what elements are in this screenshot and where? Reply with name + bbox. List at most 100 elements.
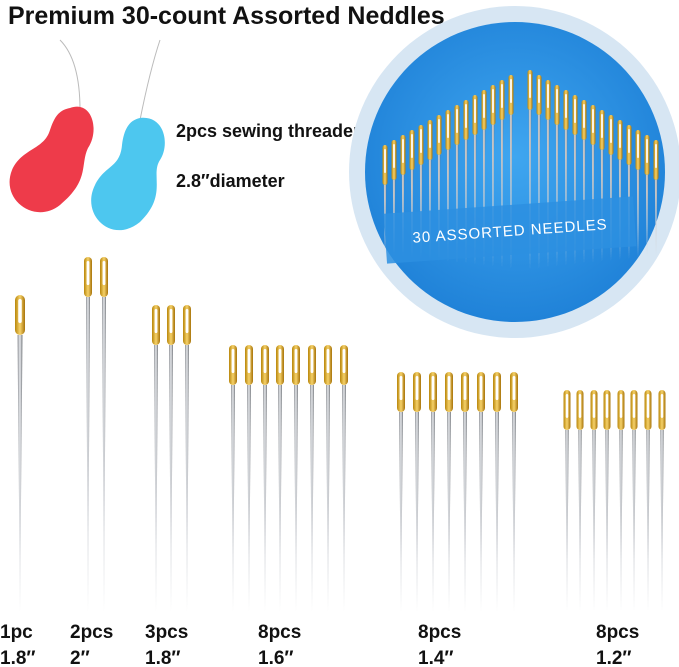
needle-shaft: [399, 412, 403, 612]
needle-shaft: [500, 120, 504, 268]
needle-shaft: [185, 345, 189, 612]
needle-hole: [547, 84, 549, 108]
needle-hole: [574, 99, 576, 123]
needle-hole: [592, 109, 594, 133]
needle-hole: [420, 129, 422, 153]
needle-hole: [637, 134, 639, 158]
needle-shaft: [428, 160, 432, 260]
needle-hole: [632, 394, 636, 418]
needle-shaft: [263, 385, 267, 612]
needle-hole: [660, 394, 664, 418]
needle-hole: [447, 376, 451, 400]
needle-hole: [605, 394, 609, 418]
threader-label: 2pcs sewing threaders: [176, 121, 370, 141]
group-length: 1.2″: [596, 648, 632, 667]
needle-shaft: [455, 145, 459, 263]
needle-shaft: [102, 297, 106, 612]
needle-hole: [465, 104, 467, 128]
group-length: 1.4″: [418, 648, 454, 667]
needle-hole: [393, 144, 395, 168]
needle-hole: [278, 349, 282, 373]
needle-shaft: [578, 430, 582, 612]
needle-hole: [402, 139, 404, 163]
needle-shaft: [464, 140, 468, 264]
group-count: 8pcs: [418, 622, 461, 643]
needle-shaft: [342, 385, 346, 612]
needle-case: 30 ASSORTED NEEDLES: [349, 6, 679, 338]
threader-wire: [59, 39, 81, 111]
needle-hole: [592, 394, 596, 418]
needle-hole: [512, 376, 516, 400]
needle-shaft: [473, 135, 477, 265]
needle-hole: [578, 394, 582, 418]
needle-hole: [565, 94, 567, 118]
needle-shaft: [463, 412, 467, 612]
needle-hole: [231, 349, 235, 373]
group-count: 3pcs: [145, 622, 188, 643]
needle-shaft: [278, 385, 282, 612]
needle-hole: [483, 94, 485, 118]
needle-hole: [447, 114, 449, 138]
group-count: 1pc: [0, 622, 33, 643]
needle-shaft: [431, 412, 435, 612]
needle-shaft: [646, 430, 650, 612]
needle-shaft: [632, 430, 636, 612]
needle-hole: [479, 376, 483, 400]
needle-shaft: [326, 385, 330, 612]
needle-shaft: [482, 130, 486, 266]
needle-hole: [185, 309, 189, 333]
group-length: 1.6″: [258, 648, 294, 667]
needle-shaft: [592, 430, 596, 612]
needle-shaft: [528, 110, 532, 270]
group-count: 8pcs: [258, 622, 301, 643]
needle-hole: [501, 84, 503, 108]
needle-hole: [601, 114, 603, 138]
needle-shaft: [565, 430, 569, 612]
case-band: [383, 196, 637, 264]
needle-hole: [102, 261, 106, 285]
needle-shaft: [512, 412, 516, 612]
needle-hole: [154, 309, 158, 333]
needle-hole: [619, 394, 623, 418]
needle-hole: [456, 109, 458, 133]
needle-shaft: [479, 412, 483, 612]
needle-hole: [655, 144, 657, 168]
needle-shaft: [564, 130, 568, 266]
needle-hole: [326, 349, 330, 373]
needle-hole: [538, 79, 540, 103]
needle-hole: [646, 139, 648, 163]
needle-shaft: [247, 385, 251, 612]
needle-shaft: [555, 125, 559, 267]
needle-shaft: [415, 412, 419, 612]
needle-hole: [565, 394, 569, 418]
needle-hole: [431, 376, 435, 400]
group-length: 1.8″: [145, 648, 181, 667]
needle-hole: [310, 349, 314, 373]
needle-hole: [628, 129, 630, 153]
needle-hole: [342, 349, 346, 373]
needle-shaft: [509, 115, 513, 269]
needle-hole: [463, 376, 467, 400]
needle-shaft: [495, 412, 499, 612]
needle-hole: [384, 149, 386, 173]
needle-shaft: [447, 412, 451, 612]
threader-wire: [139, 39, 161, 121]
needle-hole: [247, 349, 251, 373]
needle-shaft: [86, 297, 90, 612]
needle-shaft: [446, 150, 450, 262]
needle-hole: [474, 99, 476, 123]
needle-hole: [495, 376, 499, 400]
needle-shaft: [169, 345, 173, 612]
needle-shaft: [310, 385, 314, 612]
blue-threader: [91, 117, 165, 231]
group-count: 2pcs: [70, 622, 113, 643]
needle-hole: [294, 349, 298, 373]
group-length: 1.8″: [0, 648, 36, 667]
needle-shaft: [573, 135, 577, 265]
needle-shaft: [294, 385, 298, 612]
needle-shaft: [537, 115, 541, 269]
needle-hole: [510, 79, 512, 103]
needle-shaft: [546, 120, 550, 268]
needle-hole: [619, 124, 621, 148]
